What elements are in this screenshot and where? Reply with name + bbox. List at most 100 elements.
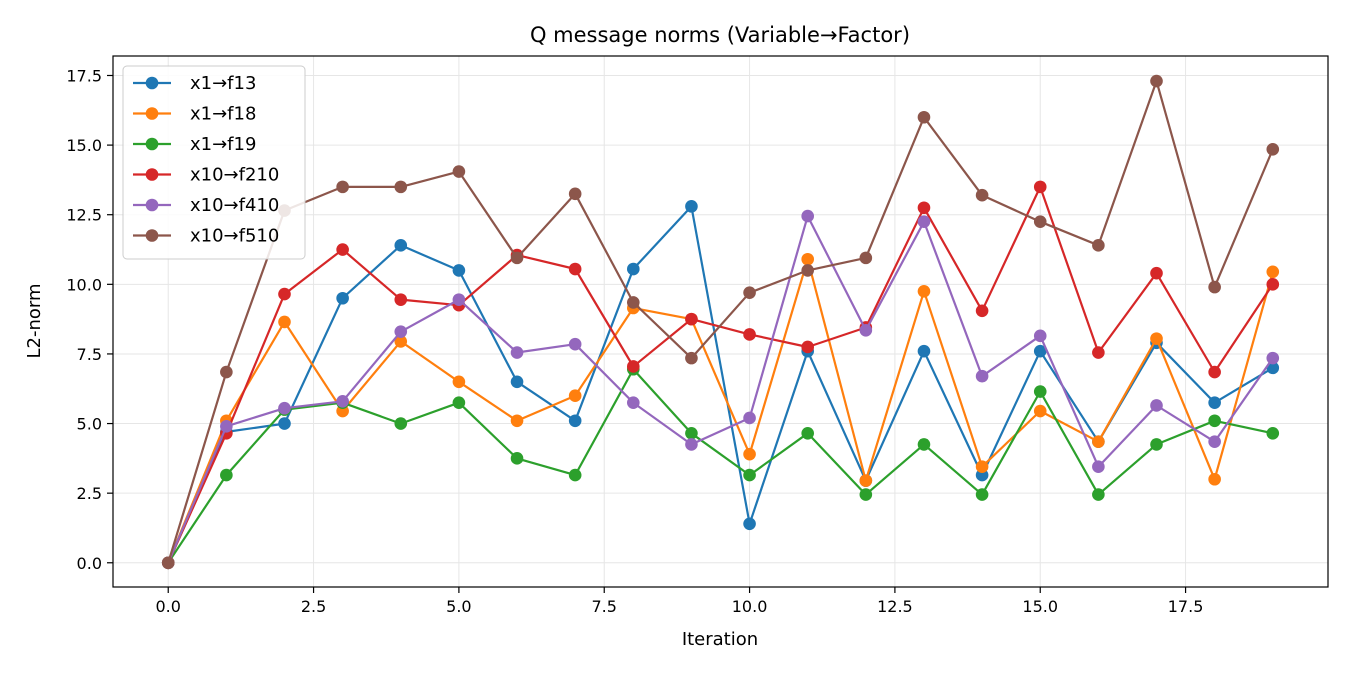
data-point <box>626 396 640 409</box>
data-point <box>452 264 466 277</box>
data-point <box>568 262 582 276</box>
data-point <box>975 188 989 202</box>
data-point <box>220 365 233 379</box>
series-line <box>167 368 1274 564</box>
data-point <box>626 296 640 309</box>
legend: x1→f13 x1→f18 x1→f19 x10→f210 x10→f410 x10→f5… <box>122 65 306 260</box>
chart-title: Q message norms (Variable→Factor) <box>530 23 910 47</box>
data-point <box>743 328 756 341</box>
data-point <box>568 187 582 201</box>
data-point <box>1092 346 1105 359</box>
data-point <box>278 287 291 301</box>
data-point <box>685 426 698 440</box>
series-layer <box>161 74 1280 570</box>
data-point <box>975 460 989 474</box>
data-point <box>1092 435 1105 448</box>
data-point <box>743 468 756 482</box>
legend-marker <box>145 137 159 151</box>
y-axis-label: L2-norm <box>24 283 45 358</box>
grid <box>113 56 1328 587</box>
data-point <box>161 556 175 570</box>
data-point <box>220 420 233 433</box>
x-axis-label: Iteration <box>682 629 758 650</box>
y-tick-label: 15.0 <box>66 136 102 155</box>
legend-marker <box>145 229 159 242</box>
data-point <box>1266 426 1280 440</box>
data-point <box>1208 435 1221 448</box>
y-tick-label: 10.0 <box>66 275 102 294</box>
x-tick-label: 5.0 <box>446 597 471 616</box>
legend-label: x10→f510 <box>190 226 279 247</box>
series-4 <box>161 209 1280 570</box>
data-point <box>452 396 466 409</box>
data-point <box>510 414 524 428</box>
legend-label: x10→f210 <box>190 165 279 186</box>
y-tick-label: 5.0 <box>77 415 102 434</box>
data-point <box>568 389 582 403</box>
legend-entry: x10→f410 <box>133 195 279 216</box>
data-point <box>1092 488 1105 501</box>
data-point <box>510 346 524 359</box>
data-point <box>1150 332 1163 345</box>
data-point <box>1150 266 1163 280</box>
y-tick-label: 0.0 <box>77 554 102 573</box>
series-line <box>167 205 1274 564</box>
data-point <box>801 252 815 266</box>
x-tick-label: 15.0 <box>1022 597 1058 616</box>
data-point <box>685 200 698 213</box>
data-point <box>394 239 408 252</box>
data-point <box>1033 385 1047 398</box>
data-point <box>394 417 408 430</box>
data-point <box>1266 265 1280 279</box>
legend-label: x1→f18 <box>190 104 256 125</box>
series-line <box>167 258 1274 564</box>
data-point <box>917 284 931 298</box>
x-tick-label: 7.5 <box>592 597 617 616</box>
data-point <box>394 293 408 306</box>
legend-entry: x10→f510 <box>133 226 279 247</box>
data-point <box>510 375 524 389</box>
legend-marker <box>145 107 159 120</box>
legend-entry: x1→f18 <box>133 104 256 125</box>
data-point <box>1208 396 1221 409</box>
data-point <box>1208 365 1221 379</box>
data-point <box>394 325 408 338</box>
legend-label: x1→f19 <box>190 134 256 155</box>
data-point <box>1150 438 1163 451</box>
y-tick-label: 2.5 <box>77 484 102 503</box>
data-point <box>278 401 291 415</box>
data-point <box>336 394 349 408</box>
data-point <box>1092 460 1105 474</box>
x-tick-label: 0.0 <box>156 597 181 616</box>
data-point <box>685 312 698 326</box>
data-point <box>452 165 466 178</box>
data-point <box>975 304 989 318</box>
data-point <box>917 110 931 124</box>
data-point <box>743 517 756 531</box>
data-point <box>917 438 931 451</box>
data-point <box>917 201 931 215</box>
data-point <box>1092 239 1105 252</box>
data-point <box>743 447 756 461</box>
data-point <box>1033 180 1047 194</box>
series-line <box>167 79 1274 564</box>
data-point <box>1266 278 1280 291</box>
legend-marker <box>145 198 159 212</box>
data-point <box>1150 399 1163 412</box>
legend-entry: x10→f210 <box>133 165 279 186</box>
data-point <box>510 452 524 465</box>
data-point <box>859 488 873 501</box>
legend-marker <box>145 76 159 90</box>
x-tick-label: 12.5 <box>877 597 913 616</box>
data-point <box>859 251 873 265</box>
legend-entry: x1→f19 <box>133 134 256 155</box>
data-point <box>685 351 698 365</box>
data-point <box>917 215 931 228</box>
y-tick-label: 12.5 <box>66 206 102 225</box>
x-tick-label: 2.5 <box>301 597 326 616</box>
y-tick-label: 7.5 <box>77 345 102 364</box>
data-point <box>626 262 640 276</box>
data-point <box>1033 344 1047 358</box>
data-point <box>685 438 698 451</box>
